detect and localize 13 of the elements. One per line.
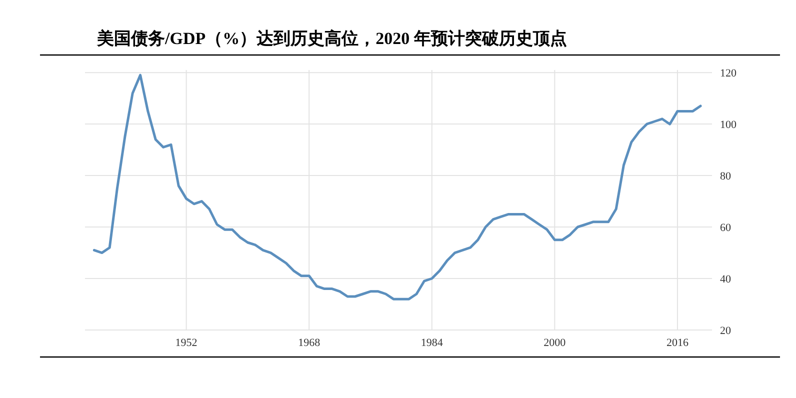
y-tick-label: 60 bbox=[720, 222, 732, 234]
x-tick-label: 1952 bbox=[175, 337, 198, 349]
y-tick-label: 120 bbox=[720, 68, 737, 80]
line-series bbox=[92, 74, 702, 300]
x-tick-label: 1984 bbox=[420, 337, 444, 349]
y-tick-label: 100 bbox=[720, 119, 737, 132]
x-tick-label: 2016 bbox=[666, 337, 689, 349]
y-tick-label: 80 bbox=[720, 170, 732, 183]
chart-title: 美国债务/GDP（%）达到历史高位，2020 年预计突破历史顶点 bbox=[96, 29, 567, 48]
x-tick-label: 2000 bbox=[544, 337, 566, 349]
y-tick-label: 40 bbox=[720, 274, 732, 286]
y-tick-label: 20 bbox=[720, 325, 732, 337]
x-tick-label: 1968 bbox=[298, 337, 321, 349]
